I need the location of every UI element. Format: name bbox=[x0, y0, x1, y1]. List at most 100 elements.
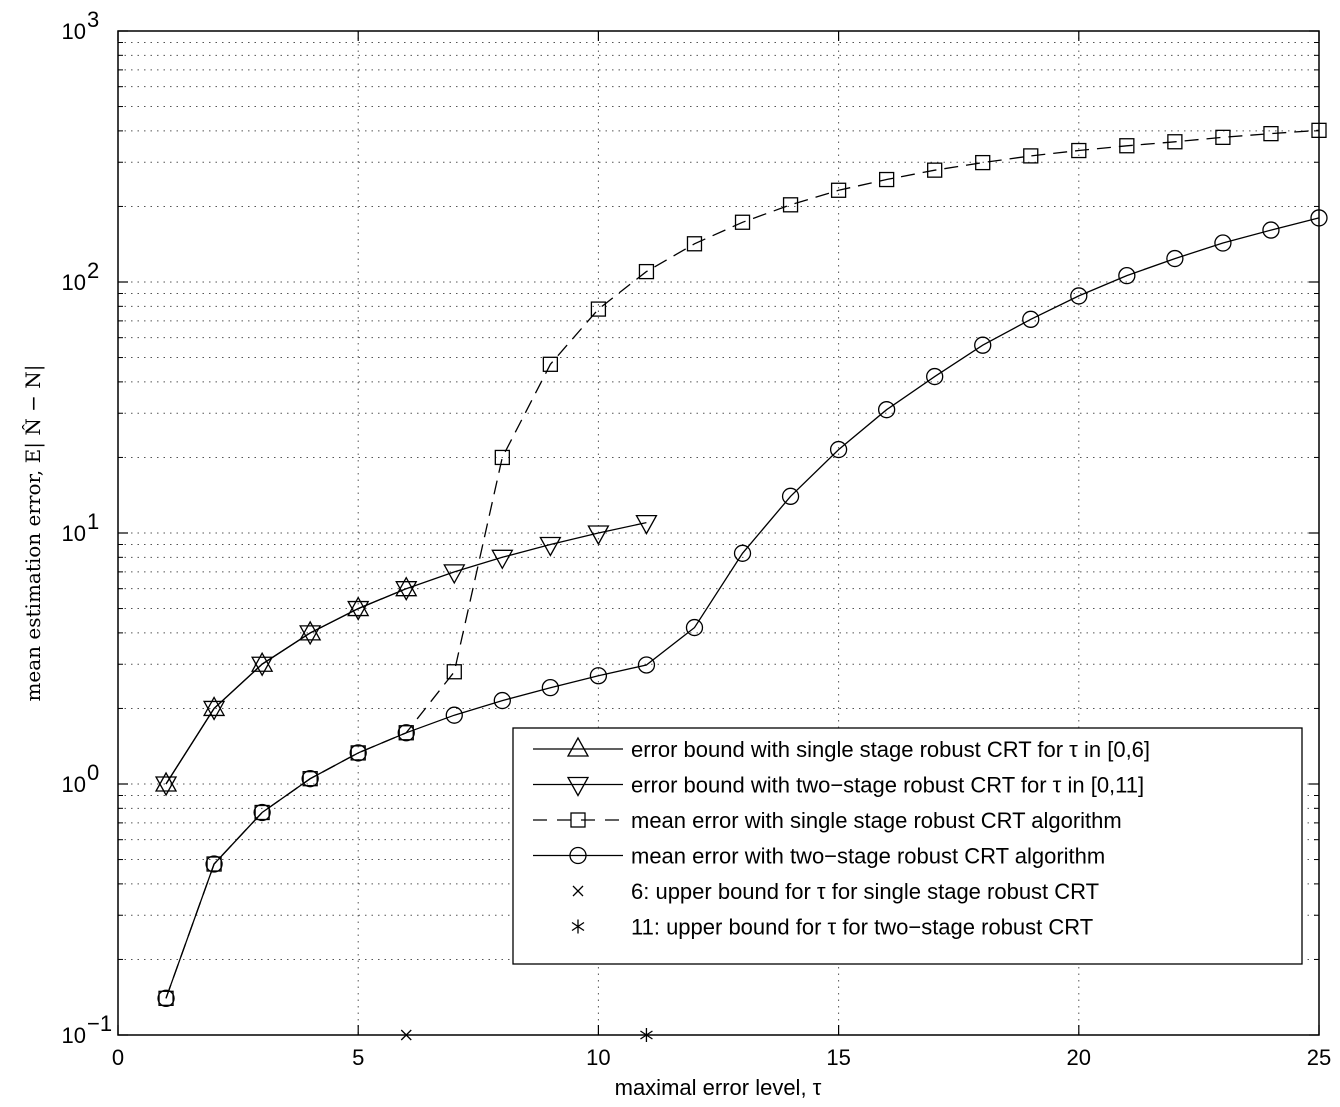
square-marker bbox=[254, 804, 270, 821]
circle-marker bbox=[253, 803, 271, 822]
legend-box bbox=[512, 727, 1303, 965]
circle-marker bbox=[589, 667, 608, 685]
triangle-down-marker bbox=[154, 776, 178, 797]
asterisk-marker bbox=[571, 919, 585, 934]
circle-marker bbox=[877, 401, 896, 419]
circle-marker bbox=[685, 618, 704, 637]
legend: error bound with single stage robust CRT… bbox=[512, 727, 1303, 965]
series-line bbox=[165, 588, 407, 785]
circle-marker bbox=[205, 855, 223, 873]
square-marker bbox=[1167, 134, 1183, 150]
series-4 bbox=[157, 209, 1328, 1007]
y-tick-exponent: −1 bbox=[87, 1011, 112, 1036]
series-1 bbox=[154, 576, 418, 792]
square-marker bbox=[398, 725, 414, 741]
series-line bbox=[165, 217, 1320, 999]
legend-label: 6: upper bound for τ for single stage ro… bbox=[631, 879, 1099, 904]
circle-marker bbox=[1022, 310, 1040, 328]
square-marker bbox=[206, 856, 222, 872]
x-tick-label: 15 bbox=[826, 1045, 850, 1070]
square-marker bbox=[590, 301, 607, 317]
circle-marker bbox=[493, 691, 511, 710]
y-tick-label: 10 bbox=[62, 772, 86, 797]
square-marker bbox=[782, 197, 799, 213]
legend-item: 11: upper bound for τ for two−stage robu… bbox=[571, 915, 1093, 940]
square-marker bbox=[542, 356, 559, 372]
triangle-down-marker bbox=[443, 564, 466, 585]
x-tick-label: 25 bbox=[1307, 1045, 1331, 1070]
legend-label: 11: upper bound for τ for two−stage robu… bbox=[631, 915, 1093, 940]
y-tick-exponent: 1 bbox=[87, 509, 99, 534]
circle-marker bbox=[829, 440, 848, 459]
x-tick-label: 10 bbox=[586, 1045, 610, 1070]
y-axis-title: mean estimation error, E| N̂ − N| bbox=[21, 364, 46, 701]
series-layer bbox=[154, 122, 1328, 1042]
legend-label: error bound with single stage robust CRT… bbox=[631, 737, 1150, 762]
circle-marker bbox=[445, 706, 463, 724]
circle-marker bbox=[926, 367, 944, 386]
triangle-up-marker bbox=[251, 651, 274, 672]
square-marker bbox=[686, 236, 703, 252]
triangle-down-marker bbox=[251, 656, 274, 677]
legend-item: error bound with two−stage robust CRT fo… bbox=[533, 773, 1144, 798]
x-axis-title: maximal error level, τ bbox=[615, 1075, 822, 1100]
circle-marker bbox=[1166, 249, 1184, 268]
triangle-down-marker bbox=[566, 776, 590, 797]
square-marker bbox=[878, 171, 895, 188]
circle-marker bbox=[157, 989, 175, 1007]
square-marker bbox=[1119, 138, 1135, 154]
square-marker bbox=[927, 162, 943, 178]
square-marker bbox=[158, 990, 174, 1006]
series-line bbox=[165, 521, 647, 785]
square-marker bbox=[1023, 148, 1039, 164]
legend-item: error bound with single stage robust CRT… bbox=[533, 736, 1150, 762]
circle-marker bbox=[301, 770, 319, 788]
legend-label: mean error with two−stage robust CRT alg… bbox=[631, 844, 1105, 869]
triangle-down-marker bbox=[202, 700, 226, 721]
circle-marker bbox=[1118, 266, 1136, 285]
circle-marker bbox=[397, 724, 415, 742]
series-3 bbox=[158, 122, 1327, 1006]
square-marker bbox=[638, 263, 655, 280]
circle-marker bbox=[1262, 221, 1280, 239]
square-marker bbox=[830, 182, 847, 198]
square-marker bbox=[350, 745, 366, 761]
x-marker bbox=[572, 885, 584, 897]
legend-item: mean error with two−stage robust CRT alg… bbox=[533, 844, 1105, 869]
square-marker bbox=[302, 771, 318, 787]
circle-marker bbox=[349, 744, 367, 762]
legend-item: mean error with single stage robust CRT … bbox=[533, 808, 1122, 833]
triangle-down-marker bbox=[635, 514, 658, 535]
circle-marker bbox=[541, 679, 560, 697]
square-marker bbox=[1263, 125, 1279, 142]
legend-item: 6: upper bound for τ for single stage ro… bbox=[572, 879, 1099, 904]
square-marker bbox=[494, 449, 510, 466]
square-marker bbox=[1215, 129, 1231, 145]
triangle-up-marker bbox=[202, 696, 226, 717]
x-tick-label: 20 bbox=[1067, 1045, 1091, 1070]
triangle-down-marker bbox=[299, 625, 322, 646]
x-tick-label: 0 bbox=[112, 1045, 124, 1070]
y-tick-exponent: 3 bbox=[87, 7, 99, 32]
triangle-down-marker bbox=[347, 600, 370, 621]
triangle-down-marker bbox=[587, 525, 610, 546]
triangle-down-marker bbox=[539, 536, 562, 557]
x-tick-label: 5 bbox=[352, 1045, 364, 1070]
circle-marker bbox=[569, 846, 587, 865]
y-tick-exponent: 0 bbox=[87, 760, 99, 785]
square-marker bbox=[975, 154, 991, 171]
square-marker bbox=[734, 214, 751, 230]
circle-marker bbox=[637, 656, 656, 674]
circle-marker bbox=[974, 336, 992, 354]
square-marker bbox=[1071, 142, 1087, 159]
y-tick-exponent: 2 bbox=[87, 258, 99, 283]
triangle-down-marker bbox=[395, 581, 418, 602]
circle-marker bbox=[781, 487, 800, 505]
y-tick-label: 10 bbox=[62, 270, 86, 295]
series-2 bbox=[154, 514, 658, 797]
series-line bbox=[165, 129, 1320, 999]
circle-marker bbox=[1070, 287, 1088, 305]
